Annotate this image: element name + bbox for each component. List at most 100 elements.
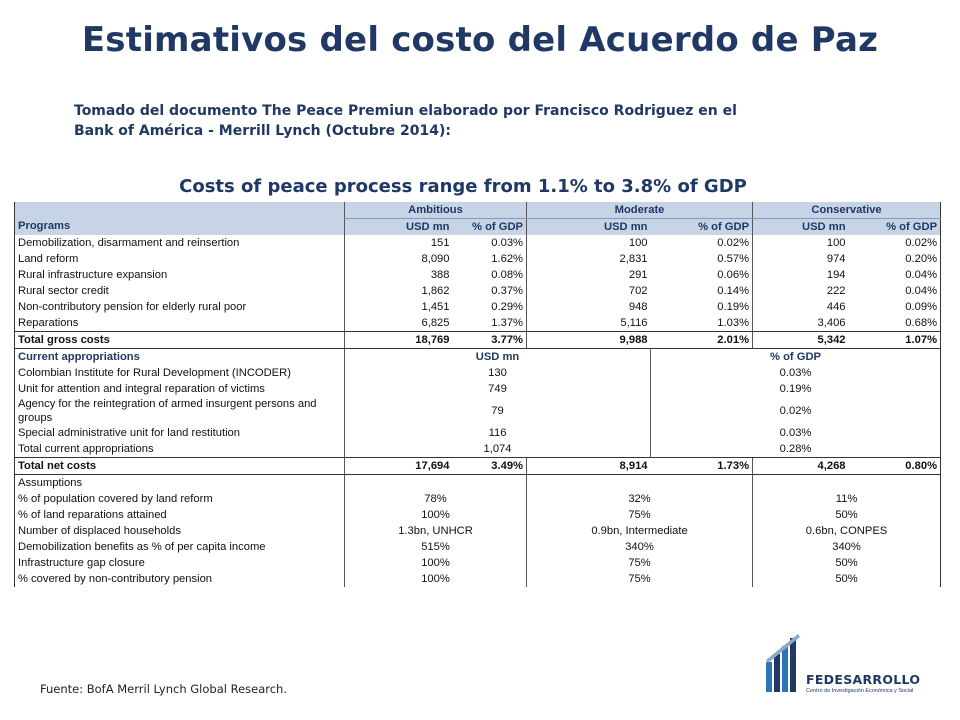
logo-tagline: Centro de Investigación Económica y Soci… xyxy=(806,688,914,694)
group-header-moderate: Moderate xyxy=(526,202,753,219)
app-usd-header: USD mn xyxy=(343,348,651,365)
value-cell: 0.14% xyxy=(717,284,750,297)
value-cell: 79 xyxy=(343,397,651,425)
value-cell: 0.09% xyxy=(848,299,942,315)
appropriations-header-row: Current appropriations USD mn% of GDP xyxy=(14,348,942,365)
row-label: Total gross costs xyxy=(14,331,345,349)
appropriation-row: Colombian Institute for Rural Developmen… xyxy=(14,365,942,381)
row-label: Demobilization, disarmament and reinsert… xyxy=(14,235,345,251)
value-cell: 0.68% xyxy=(848,315,942,332)
assumption-row: Number of displaced households 1.3bn, UNH… xyxy=(14,523,942,539)
row-label: Land reform xyxy=(14,251,345,267)
value-cell: 100 xyxy=(752,235,849,251)
row-label: Special administrative unit for land res… xyxy=(14,425,345,441)
value-cell: 2.01% xyxy=(650,331,753,349)
value-cell: 6,825 xyxy=(344,315,453,332)
row-label: Colombian Institute for Rural Developmen… xyxy=(14,365,345,381)
blank-cell xyxy=(343,474,527,491)
value-cell: 749 xyxy=(343,381,651,397)
value-cell: 0.57% xyxy=(717,252,750,265)
value-cell: 78% xyxy=(343,491,527,507)
value-cell: 17,694 xyxy=(344,457,453,475)
value-cell: 116 xyxy=(343,425,651,441)
value-cell: 1.3bn, UNHCR xyxy=(343,523,527,539)
value-cell: 0.19% xyxy=(650,381,942,397)
value-cell: 1.37% xyxy=(491,316,524,329)
value-cell: 1.62% xyxy=(491,252,524,265)
total-net-row: Total net costs 17,694 3.49% 8,914 1.73% 4,26… xyxy=(14,457,942,475)
value-cell: 0.28% xyxy=(650,441,942,458)
value-cell: 75% xyxy=(526,507,753,523)
program-row: Demobilization, disarmament and reinsert… xyxy=(14,235,942,251)
programs-header: Programs xyxy=(14,218,345,235)
value-cell: 4,268 xyxy=(752,457,849,475)
value-cell: 75% xyxy=(526,571,753,587)
value-cell: 515% xyxy=(343,539,527,555)
appropriations-header: Current appropriations xyxy=(14,348,345,365)
value-cell: 1,451 xyxy=(344,299,453,315)
assumption-row: Infrastructure gap closure 100% 75% 50% xyxy=(14,555,942,571)
program-row: Rural sector credit 1,862 0.37% 702 0.14% 222… xyxy=(14,283,942,299)
value-cell: 0.03% xyxy=(491,236,524,249)
row-label: Total current appropriations xyxy=(14,441,345,458)
value-cell: 75% xyxy=(526,555,753,571)
row-label: Agency for the reintegration of armed in… xyxy=(14,397,345,425)
value-cell: 974 xyxy=(752,251,849,267)
value-cell: 0.04% xyxy=(848,283,942,299)
program-row: Non-contributory pension for elderly rur… xyxy=(14,299,942,315)
value-cell: 1.03% xyxy=(717,316,750,329)
logo-bars-icon xyxy=(766,634,800,692)
group-header-conservative: Conservative xyxy=(752,202,942,219)
value-cell: 702 xyxy=(526,283,651,299)
value-cell: 0.37% xyxy=(491,284,524,297)
value-cell: 0.9bn, Intermediate xyxy=(526,523,753,539)
header-blank-cell xyxy=(14,202,345,219)
col-pct-header: % of GDP xyxy=(848,218,942,235)
value-cell: 1,862 xyxy=(344,283,453,299)
value-cell: 50% xyxy=(752,507,942,523)
col-usd-header: USD mn xyxy=(752,218,849,235)
intro-line-2: Bank of América - Merrill Lynch (Octubre… xyxy=(74,123,452,139)
value-cell: 0.20% xyxy=(848,251,942,267)
value-cell: 1.73% xyxy=(650,457,753,475)
value-cell: 32% xyxy=(526,491,753,507)
value-cell: 9,988 xyxy=(526,331,651,349)
value-cell: 151 xyxy=(344,235,453,251)
value-cell: 100% xyxy=(343,555,527,571)
row-label: Infrastructure gap closure xyxy=(14,555,345,571)
value-cell: 5,116 xyxy=(526,315,651,332)
value-cell: 8,914 xyxy=(526,457,651,475)
value-cell: 5,342 xyxy=(752,331,849,349)
intro-text: Tomado del documento The Peace Premiun e… xyxy=(74,101,874,141)
row-label: Unit for attention and integral reparati… xyxy=(14,381,345,397)
value-cell: 3.77% xyxy=(452,331,527,349)
value-cell: 446 xyxy=(752,299,849,315)
blank-cell xyxy=(752,474,942,491)
program-row: Reparations 6,825 1.37% 5,116 1.03% 3,406 0.68… xyxy=(14,315,942,332)
value-cell: 0.02% xyxy=(650,397,942,425)
cost-table: Ambitious Moderate Conservative Programs USD… xyxy=(14,202,942,587)
value-cell: 11% xyxy=(752,491,942,507)
value-cell: 0.29% xyxy=(491,300,524,313)
value-cell: 0.03% xyxy=(650,365,942,381)
value-cell: 388 xyxy=(344,267,453,283)
value-cell: 340% xyxy=(752,539,942,555)
program-row: Land reform 8,090 1.62% 2,831 0.57% 974 0.20% xyxy=(14,251,942,267)
assumption-row: Demobilization benefits as % of per capi… xyxy=(14,539,942,555)
value-cell: 0.02% xyxy=(717,236,750,249)
value-cell: 0.06% xyxy=(717,268,750,281)
col-usd-header: USD mn xyxy=(344,218,453,235)
value-cell: 0.19% xyxy=(717,300,750,313)
assumptions-header-row: Assumptions xyxy=(14,474,942,491)
col-usd-header: USD mn xyxy=(526,218,651,235)
value-cell: 0.6bn, CONPES xyxy=(752,523,942,539)
value-cell: 340% xyxy=(526,539,753,555)
row-label: Rural sector credit xyxy=(14,283,345,299)
value-cell: 50% xyxy=(752,571,942,587)
value-cell: 1.07% xyxy=(848,331,942,349)
source-footnote: Fuente: BofA Merril Lynch Global Researc… xyxy=(40,682,288,696)
value-cell: 50% xyxy=(752,555,942,571)
value-cell: 3.49% xyxy=(452,457,527,475)
value-cell: 2,831 xyxy=(526,251,651,267)
col-pct-header: % of GDP xyxy=(650,218,753,235)
